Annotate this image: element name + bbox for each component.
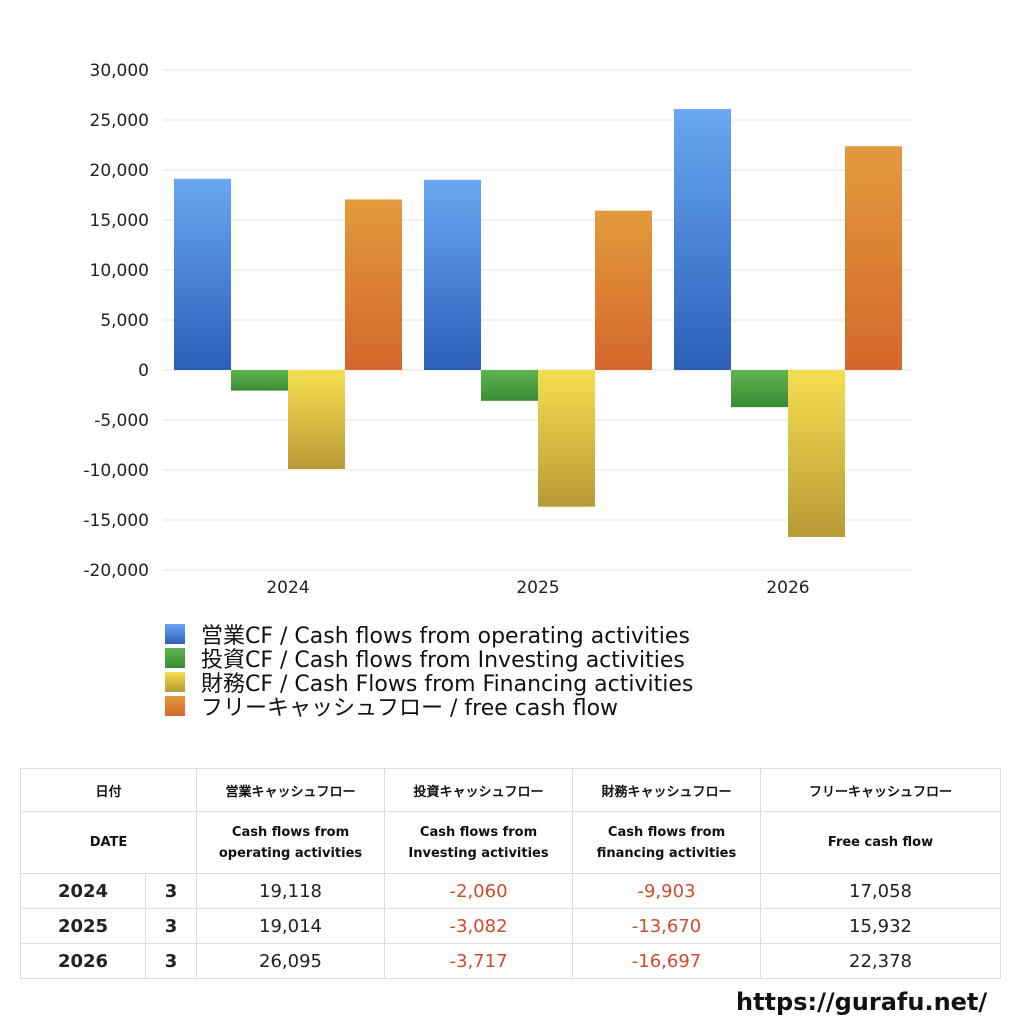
row-month: 3 bbox=[144, 873, 198, 909]
row-financing-value: -16,697 bbox=[572, 943, 762, 979]
bar-investing-2025 bbox=[481, 370, 538, 401]
bar-investing-2024 bbox=[231, 370, 288, 391]
legend-swatch-financing bbox=[165, 672, 185, 692]
table-row: 2024 3 19,118 -2,060 -9,903 17,058 bbox=[20, 873, 1002, 909]
bar-free-2024 bbox=[345, 199, 402, 370]
header-operating-jp: 営業キャッシュフロー bbox=[196, 768, 386, 812]
row-investing-value: -3,717 bbox=[384, 943, 574, 979]
legend-swatch-operating bbox=[165, 624, 185, 644]
table-header-jp: 日付 営業キャッシュフロー 投資キャッシュフロー 財務キャッシュフロー フリーキ… bbox=[19, 768, 1002, 812]
row-free-value: 15,932 bbox=[760, 908, 1002, 944]
y-tick-label: 25,000 bbox=[90, 111, 149, 131]
row-operating-value: 26,095 bbox=[196, 943, 386, 979]
bar-financing-2026 bbox=[788, 370, 845, 537]
cash-flow-chart: 30,000 25,000 20,000 15,000 10,000 5,000 0 -5,0… bbox=[83, 61, 913, 598]
cash-flow-table: 日付 営業キャッシュフロー 投資キャッシュフロー 財務キャッシュフロー フリーキ… bbox=[19, 768, 1002, 979]
header-operating-en-line1: Cash flows from bbox=[231, 824, 350, 840]
legend-item-free: フリーキャッシュフロー / free cash flow bbox=[165, 694, 693, 721]
bar-operating-2024 bbox=[174, 178, 231, 370]
bar-operating-2026 bbox=[674, 109, 731, 371]
legend-label-financing: 財務CF / Cash Flows from Financing activit… bbox=[201, 672, 694, 697]
table-row: 2025 3 19,014 -3,082 -13,670 15,932 bbox=[20, 908, 1002, 944]
y-tick-label: -15,000 bbox=[83, 511, 149, 531]
row-investing-value: -2,060 bbox=[384, 873, 574, 909]
header-free-en: Free cash flow bbox=[760, 811, 1002, 874]
legend-swatch-investing bbox=[165, 648, 185, 668]
bar-free-2025 bbox=[595, 210, 652, 370]
legend-item-operating: 営業CF / Cash flows from operating activit… bbox=[165, 622, 693, 649]
row-free-value: 17,058 bbox=[760, 873, 1002, 909]
row-month: 3 bbox=[144, 908, 198, 944]
site-url[interactable]: https://gurafu.net/ bbox=[736, 988, 988, 1016]
header-financing-en-line2: financing activities bbox=[596, 845, 737, 861]
row-financing-value: -9,903 bbox=[572, 873, 762, 909]
row-operating-value: 19,118 bbox=[196, 873, 386, 909]
legend-label-free: フリーキャッシュフロー / free cash flow bbox=[201, 696, 619, 721]
y-tick-label: 30,000 bbox=[90, 61, 149, 81]
row-year: 2026 bbox=[20, 943, 146, 979]
row-investing-value: -3,082 bbox=[384, 908, 574, 944]
x-tick-label: 2024 bbox=[266, 578, 309, 598]
header-investing-en-line2: Investing activities bbox=[408, 845, 549, 861]
y-tick-label: -10,000 bbox=[83, 461, 149, 481]
y-tick-label: 15,000 bbox=[90, 211, 149, 231]
table-row: 2026 3 26,095 -3,717 -16,697 22,378 bbox=[20, 943, 1002, 979]
bar-operating-2025 bbox=[424, 179, 481, 370]
y-tick-label: 0 bbox=[138, 361, 149, 381]
legend-swatch-free bbox=[165, 696, 185, 716]
bar-investing-2026 bbox=[731, 370, 788, 408]
header-investing-en-line1: Cash flows from bbox=[419, 824, 538, 840]
header-operating-en-line2: operating activities bbox=[218, 845, 363, 861]
legend-label-investing: 投資CF / Cash flows from Investing activit… bbox=[201, 648, 685, 673]
header-investing-jp: 投資キャッシュフロー bbox=[384, 768, 574, 812]
x-tick-label: 2025 bbox=[516, 578, 559, 598]
row-month: 3 bbox=[144, 943, 198, 979]
y-tick-label: 10,000 bbox=[90, 261, 149, 281]
legend-item-financing: 財務CF / Cash Flows from Financing activit… bbox=[165, 670, 693, 697]
row-free-value: 22,378 bbox=[760, 943, 1002, 979]
y-tick-label: 20,000 bbox=[90, 161, 149, 181]
header-financing-jp: 財務キャッシュフロー bbox=[572, 768, 762, 812]
bar-financing-2025 bbox=[538, 370, 595, 507]
row-year: 2025 bbox=[20, 908, 146, 944]
header-date-en: DATE bbox=[19, 811, 198, 874]
bar-free-2026 bbox=[845, 146, 902, 370]
header-date-jp: 日付 bbox=[19, 768, 198, 812]
header-financing-en-line1: Cash flows from bbox=[607, 824, 726, 840]
legend-label-operating: 営業CF / Cash flows from operating activit… bbox=[201, 624, 690, 649]
legend-item-investing: 投資CF / Cash flows from Investing activit… bbox=[165, 646, 693, 673]
bar-financing-2024 bbox=[288, 370, 345, 470]
y-tick-label: -20,000 bbox=[83, 561, 149, 581]
table-header-en: DATE Cash flows from operating activities… bbox=[19, 811, 1002, 874]
y-tick-label: -5,000 bbox=[94, 411, 149, 431]
x-tick-label: 2026 bbox=[766, 578, 809, 598]
y-tick-label: 5,000 bbox=[100, 311, 149, 331]
row-financing-value: -13,670 bbox=[572, 908, 762, 944]
header-free-jp: フリーキャッシュフロー bbox=[760, 768, 1002, 812]
row-year: 2024 bbox=[20, 873, 146, 909]
header-operating-en: Cash flows from operating activities bbox=[196, 811, 386, 874]
header-investing-en: Cash flows from Investing activities bbox=[384, 811, 574, 874]
chart-legend: 営業CF / Cash flows from operating activit… bbox=[165, 622, 693, 721]
row-operating-value: 19,014 bbox=[196, 908, 386, 944]
header-financing-en: Cash flows from financing activities bbox=[572, 811, 762, 874]
